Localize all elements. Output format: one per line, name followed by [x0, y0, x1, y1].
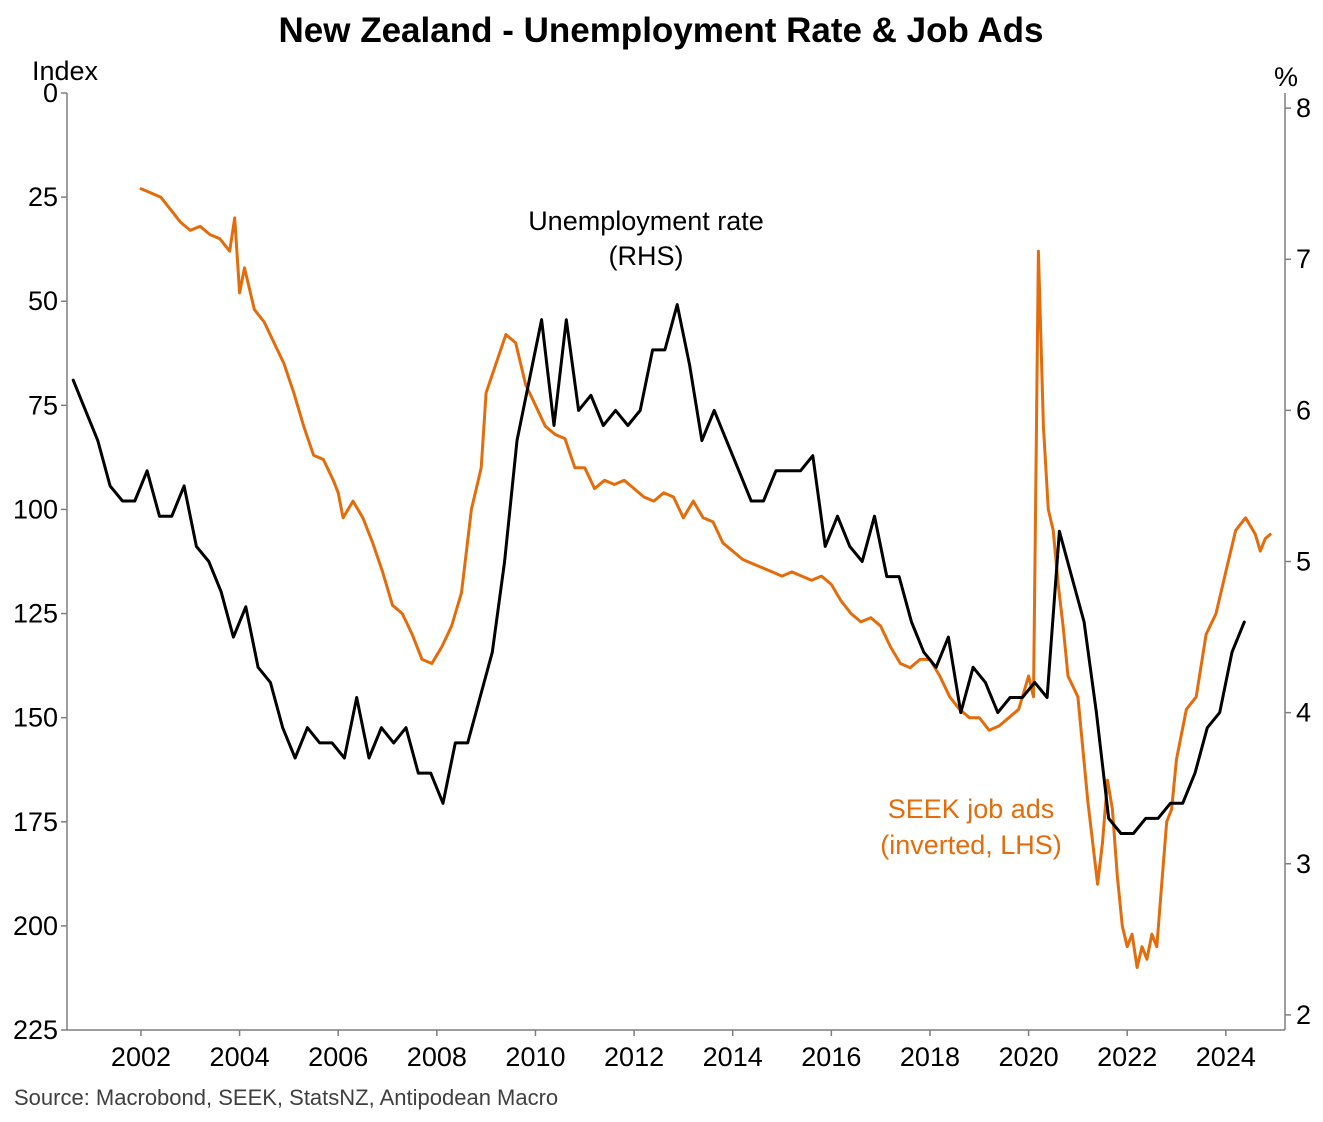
x-axis-tick-label: 2008 [407, 1042, 467, 1072]
left-axis-unit: Index [32, 56, 99, 86]
right-axis-tick-label: 2 [1296, 1000, 1311, 1030]
x-axis-tick-label: 2024 [1196, 1042, 1256, 1072]
right-axis-tick-label: 8 [1296, 93, 1311, 123]
seek-annotation-line-2: (inverted, LHS) [880, 830, 1062, 860]
right-axis-tick-label: 7 [1296, 244, 1311, 274]
x-axis-tick-label: 2010 [505, 1042, 565, 1072]
x-axis-tick-label: 2014 [703, 1042, 763, 1072]
seek-job-ads-line [139, 187, 1272, 969]
chart-title: New Zealand - Unemployment Rate & Job Ad… [279, 11, 1044, 50]
x-axis-tick-label: 2016 [801, 1042, 861, 1072]
x-axis-tick-label: 2006 [308, 1042, 368, 1072]
left-axis-tick-label: 125 [13, 599, 58, 629]
unemployment-rate-line [71, 303, 1246, 835]
right-axis-unit: % [1274, 62, 1298, 92]
left-axis-tick-label: 200 [13, 911, 58, 941]
seek-annotation-line-1: SEEK job ads [888, 794, 1055, 824]
left-axis-tick-label: 150 [13, 703, 58, 733]
axes: 0 25 50 75 100 125 150 175 200 225 2 3 4 5 6 7 8 2002 2004… [13, 78, 1311, 1072]
left-axis-tick-label: 0 [43, 78, 58, 108]
series-lines [71, 187, 1272, 969]
left-axis-tick-label: 25 [28, 182, 58, 212]
left-axis-tick-label: 225 [13, 1015, 58, 1045]
x-axis-tick-label: 2002 [111, 1042, 171, 1072]
left-axis-tick-label: 50 [28, 286, 58, 316]
right-axis-tick-label: 4 [1296, 698, 1311, 728]
source-note: Source: Macrobond, SEEK, StatsNZ, Antipo… [14, 1085, 558, 1110]
unemployment-annotation-line-2: (RHS) [609, 241, 684, 271]
x-axis-tick-label: 2020 [999, 1042, 1059, 1072]
right-axis-tick-label: 5 [1296, 547, 1311, 577]
left-axis-tick-label: 75 [28, 390, 58, 420]
x-axis-tick-label: 2018 [900, 1042, 960, 1072]
x-axis-tick-label: 2004 [210, 1042, 270, 1072]
x-axis-tick-label: 2012 [604, 1042, 664, 1072]
x-axis-tick-label: 2022 [1097, 1042, 1157, 1072]
unemployment-annotation-line-1: Unemployment rate [528, 206, 764, 236]
left-axis-tick-label: 175 [13, 807, 58, 837]
right-axis-tick-label: 3 [1296, 849, 1311, 879]
right-axis-tick-label: 6 [1296, 395, 1311, 425]
left-axis-tick-label: 100 [13, 494, 58, 524]
